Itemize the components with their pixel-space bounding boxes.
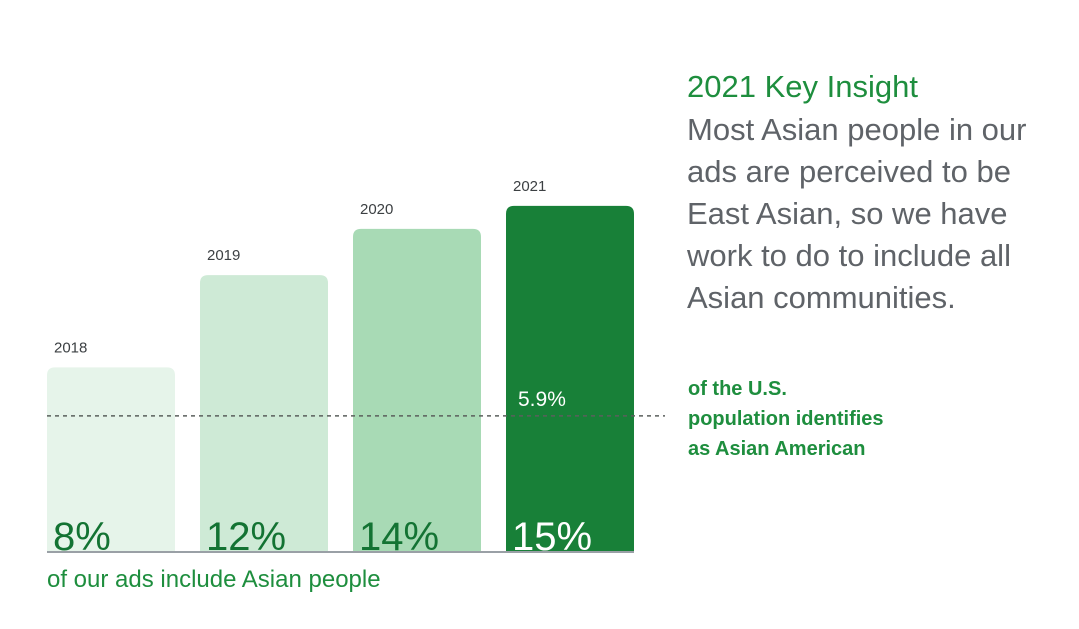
insight-title: 2021 Key Insight <box>687 69 918 104</box>
insight-body: Most Asian people in our ads are perceiv… <box>687 112 1027 315</box>
bar-2018 <box>47 367 175 552</box>
bar-2020 <box>353 228 481 552</box>
category-label-2021: 2021 <box>513 178 546 195</box>
category-label-2018: 2018 <box>54 339 87 356</box>
bar-2021 <box>506 205 634 552</box>
category-label-2019: 2019 <box>207 247 240 264</box>
reference-line-label: 5.9% <box>518 388 566 411</box>
bar-2019 <box>200 275 328 552</box>
reference-note: of the U.S. population identifies as Asi… <box>688 378 884 460</box>
category-label-2020: 2020 <box>360 201 393 218</box>
chart-caption: of our ads include Asian people <box>47 566 381 593</box>
